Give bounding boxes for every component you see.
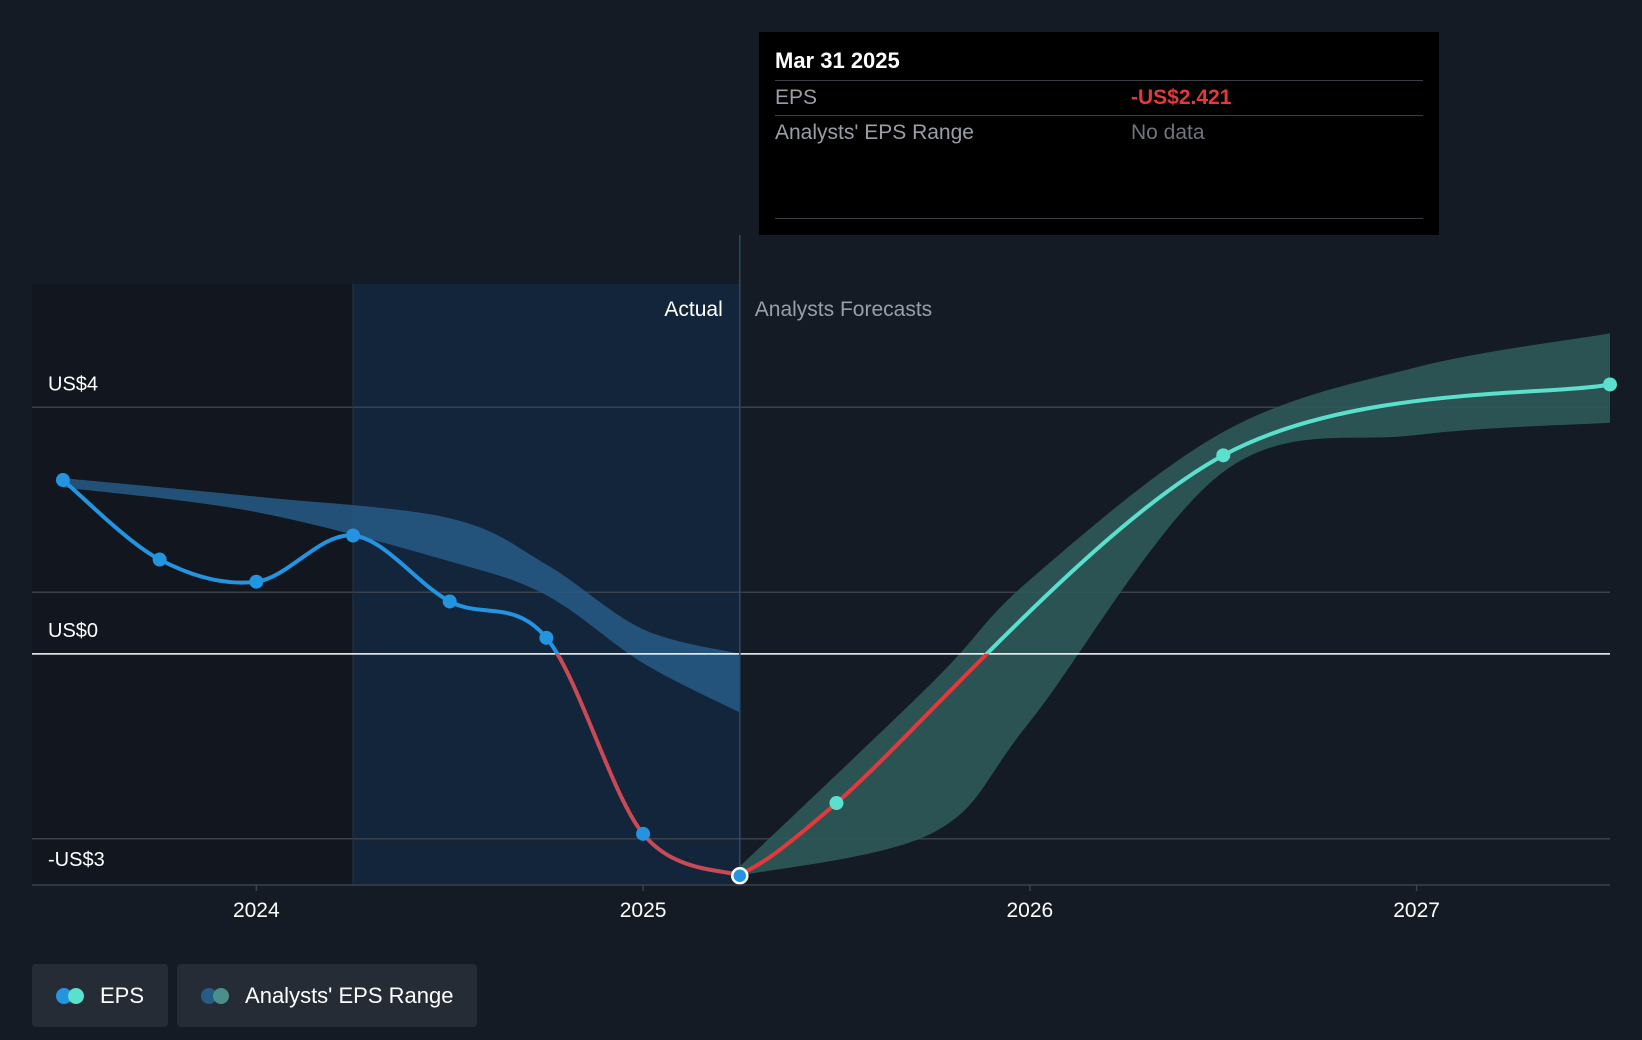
y-axis-labels: US$4 US$0 -US$3 — [48, 373, 105, 870]
x-tick-label: 2025 — [620, 899, 667, 922]
eps-tooltip: Mar 31 2025 EPS -US$2.421 Analysts' EPS … — [759, 32, 1439, 235]
eps-points — [55, 377, 1617, 885]
tooltip-divider — [775, 218, 1423, 219]
tooltip-range-row: Analysts' EPS Range No data — [775, 116, 1423, 150]
pre-highlight-region — [32, 284, 354, 885]
legend-eps-button[interactable]: EPS — [32, 964, 169, 1027]
forecast-point[interactable] — [1216, 448, 1231, 463]
actual-region-label: Actual — [664, 298, 722, 321]
forecast-region-label: Analysts Forecasts — [755, 298, 932, 321]
tooltip-range-label: Analysts' EPS Range — [775, 121, 974, 144]
eps-line-negative — [738, 653, 990, 878]
legend-range-label: Analysts' EPS Range — [245, 982, 454, 1008]
range-swatch-icon — [201, 987, 231, 1004]
forecast-point[interactable] — [1603, 377, 1617, 392]
x-tick-label: 2027 — [1393, 899, 1440, 922]
y-tick-label: US$4 — [48, 373, 98, 395]
tooltip-range-value: No data — [1131, 121, 1205, 144]
eps-point[interactable] — [249, 574, 264, 589]
tooltip-eps-value: -US$2.421 — [1131, 86, 1232, 109]
legend-eps-label: EPS — [100, 982, 145, 1008]
eps-point[interactable] — [539, 630, 554, 645]
x-axis-labels: 2024 2025 2026 2027 — [233, 885, 1440, 922]
x-tick-label: 2026 — [1006, 899, 1053, 922]
y-tick-label: US$0 — [48, 620, 98, 642]
eps-point[interactable] — [636, 826, 651, 841]
x-tick-label: 2024 — [233, 899, 280, 922]
eps-point[interactable] — [442, 594, 457, 609]
legend: EPS Analysts' EPS Range — [32, 964, 478, 1027]
eps-swatch-icon — [56, 987, 86, 1004]
eps-lines — [61, 382, 1611, 878]
eps-point[interactable] — [55, 473, 70, 488]
forecast-point[interactable] — [829, 796, 844, 811]
tooltip-date: Mar 31 2025 — [775, 46, 1423, 81]
actual-range-band — [62, 478, 740, 713]
eps-point[interactable] — [346, 528, 361, 543]
eps-point[interactable] — [152, 552, 167, 567]
legend-range-button[interactable]: Analysts' EPS Range — [177, 964, 478, 1027]
eps-line-positive — [983, 382, 1611, 654]
y-tick-label: -US$3 — [48, 849, 105, 871]
selected-point[interactable] — [731, 867, 749, 885]
gridlines — [32, 284, 1610, 885]
eps-line-negative — [554, 653, 741, 878]
tooltip-eps-label: EPS — [775, 86, 818, 109]
eps-line-positive — [61, 478, 560, 654]
forecast-range-band — [739, 333, 1610, 876]
tooltip-eps-row: EPS -US$2.421 — [775, 81, 1423, 116]
